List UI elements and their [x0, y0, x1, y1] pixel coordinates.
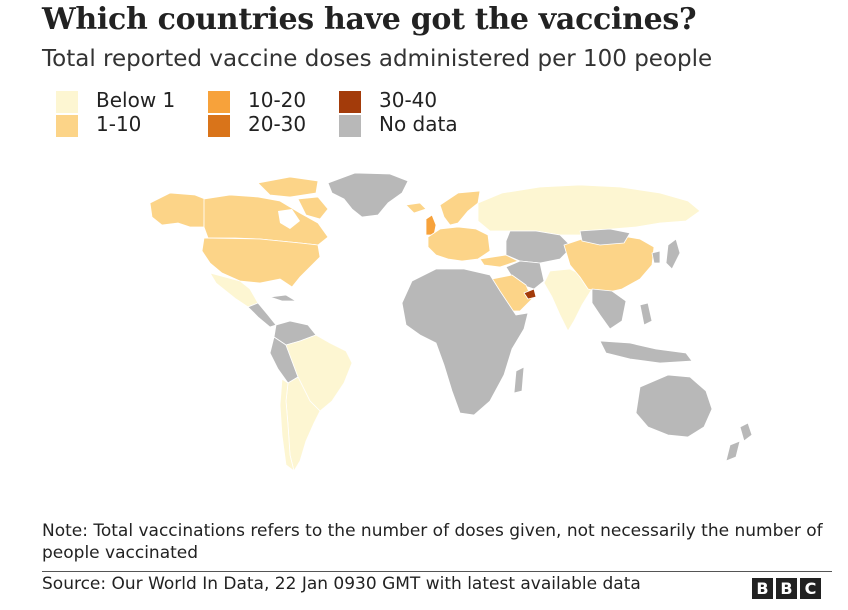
region-mongolia [579, 228, 631, 246]
region-baffin [297, 196, 329, 220]
region-scandinavia [439, 190, 481, 226]
region-usa [201, 237, 321, 288]
region-central-asia [505, 230, 573, 264]
legend-swatch-20-30 [208, 115, 230, 137]
legend-swatch-below-1 [56, 91, 78, 113]
region-uk [425, 214, 437, 236]
chart-subtitle: Total reported vaccine doses administere… [42, 46, 713, 72]
region-africa [401, 268, 529, 416]
region-cuba [269, 294, 297, 302]
region-iceland [405, 202, 427, 214]
region-chile [279, 378, 295, 472]
source-line: Source: Our World In Data, 22 Jan 0930 G… [42, 574, 641, 594]
bbc-logo-letter: B [776, 578, 797, 599]
region-korea [651, 250, 661, 264]
legend-label-30-40: 30-40 [379, 88, 438, 112]
world-map [149, 172, 753, 472]
footnote: Note: Total vaccinations refers to the n… [42, 521, 823, 563]
legend-label-20-30: 20-30 [248, 112, 307, 136]
bbc-logo: B B C [752, 578, 821, 599]
region-indonesia [599, 340, 693, 364]
legend-swatch-30-40 [339, 91, 361, 113]
region-central-america [247, 302, 277, 328]
region-turkey [479, 254, 519, 268]
divider [42, 571, 832, 572]
region-alaska [149, 192, 206, 228]
region-australia [635, 374, 713, 438]
bbc-logo-letter: B [752, 578, 773, 599]
legend-label-below-1: Below 1 [96, 88, 176, 112]
region-philippines [639, 302, 653, 326]
legend-label-10-20: 10-20 [248, 88, 307, 112]
region-southeast-asia [591, 288, 627, 330]
legend: Below 1 1-10 10-20 20-30 30-40 No data [56, 88, 536, 140]
legend-swatch-10-20 [208, 91, 230, 113]
legend-swatch-no-data [339, 115, 361, 137]
chart-title: Which countries have got the vaccines? [42, 2, 697, 37]
bbc-logo-letter: C [800, 578, 821, 599]
legend-swatch-1-10 [56, 115, 78, 137]
region-russia [477, 184, 701, 236]
hudson-bay [278, 209, 300, 229]
legend-label-no-data: No data [379, 112, 458, 136]
region-greenland [327, 172, 409, 218]
legend-label-1-10: 1-10 [96, 112, 142, 136]
region-new-zealand-south [725, 440, 741, 462]
region-uae [523, 288, 537, 300]
region-new-zealand [739, 422, 753, 442]
region-canada-arctic [257, 176, 319, 198]
region-europe [427, 226, 491, 262]
region-japan [665, 238, 681, 270]
region-madagascar [513, 366, 525, 394]
